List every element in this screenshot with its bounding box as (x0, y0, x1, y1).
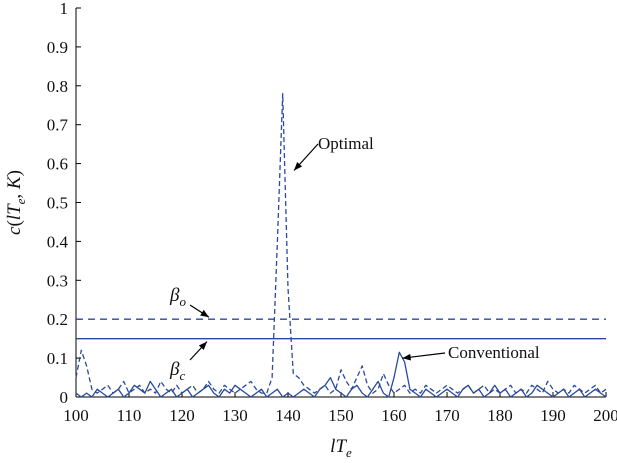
x-tick-label: 130 (222, 406, 248, 425)
series-line-conventional (75, 351, 607, 398)
y-tick-label: 0.5 (47, 194, 68, 213)
annotation-optimal: Optimal (318, 134, 374, 153)
y-tick-label: 0.3 (47, 271, 68, 290)
y-tick-label: 0.6 (47, 155, 68, 174)
y-axis-title: c(lTe, K) (4, 170, 28, 235)
y-tick-label: 0 (60, 388, 69, 407)
x-tick-label: 100 (63, 406, 89, 425)
beta-o-arrow-head (200, 309, 209, 318)
x-tick-label: 160 (381, 406, 407, 425)
axes (75, 7, 607, 398)
x-tick-label: 180 (487, 406, 513, 425)
annotation-optimal-arrow-head (294, 162, 303, 171)
x-tick-label: 190 (540, 406, 566, 425)
x-tick-label: 170 (434, 406, 460, 425)
annotations: Optimal Conventional βo βc (169, 134, 540, 383)
y-tick-label: 0.4 (47, 232, 69, 251)
x-tick-label: 120 (169, 406, 195, 425)
x-axis-title: lTe (330, 436, 352, 460)
series-line-optimal (75, 92, 607, 394)
annotation-conventional: Conventional (448, 343, 540, 362)
x-tick-label: 150 (328, 406, 354, 425)
x-tick-label: 200 (593, 406, 617, 425)
x-tick-label: 110 (117, 406, 142, 425)
y-tick-label: 0.8 (47, 77, 68, 96)
y-tick-label: 1 (60, 0, 69, 18)
beta-o-label: βo (169, 285, 186, 309)
y-tick-label: 0.7 (47, 116, 69, 135)
y-tick-label: 0.9 (47, 38, 68, 57)
y-tick-label: 0.1 (47, 349, 68, 368)
beta-c-label: βc (169, 359, 185, 383)
x-tick-label: 140 (275, 406, 301, 425)
y-tick-label: 0.2 (47, 310, 68, 329)
beta-c-arrow-head (198, 341, 207, 351)
threshold-lines (76, 318, 606, 340)
annotation-conventional-arrow-head (402, 353, 412, 361)
tick-labels: 0 0.1 0.2 0.3 0.4 0.5 0.6 0.7 0.8 0.9 1 100 110 120 13… (4, 0, 617, 460)
series-lines (75, 92, 607, 398)
